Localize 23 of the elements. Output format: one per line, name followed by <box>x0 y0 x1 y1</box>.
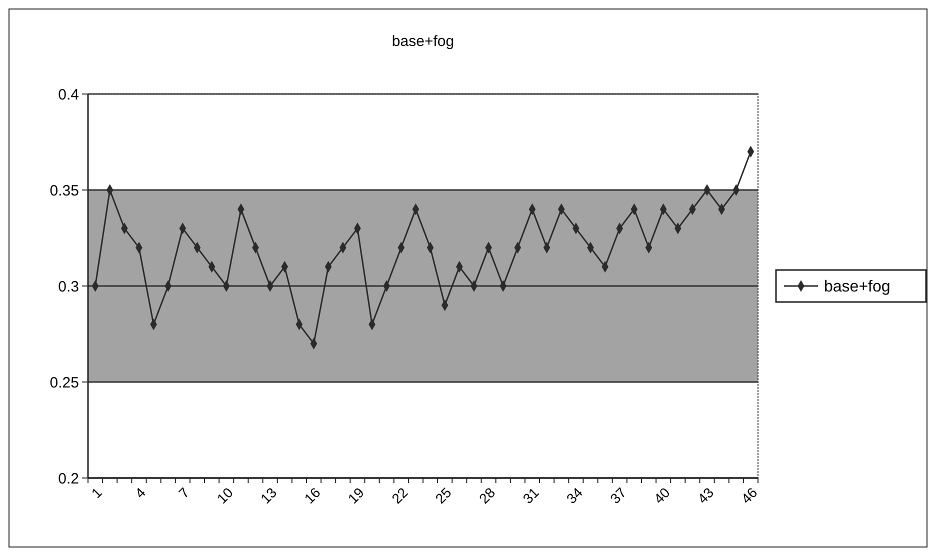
x-tick-label: 40 <box>650 484 674 507</box>
x-tick-label: 1 <box>88 484 106 502</box>
x-tick-label: 34 <box>563 484 586 507</box>
x-tick-label: 28 <box>476 484 498 507</box>
y-tick-label: 0.35 <box>50 182 79 200</box>
y-tick-label: 0.2 <box>58 470 79 488</box>
x-tick-label: 10 <box>214 484 236 507</box>
x-tick-label: 19 <box>344 484 368 507</box>
y-tick-label: 0.25 <box>50 374 79 392</box>
x-tick-label: 37 <box>606 484 630 507</box>
x-tick-label: 31 <box>519 484 542 507</box>
legend-label: base+fog <box>824 278 890 296</box>
x-tick-label: 43 <box>694 484 717 507</box>
y-tick-label: 0.4 <box>58 86 79 104</box>
x-tick-label: 46 <box>738 484 760 507</box>
x-tick-label: 4 <box>132 484 149 502</box>
x-tick-label: 22 <box>388 484 411 507</box>
chart-title: base+fog <box>392 33 454 50</box>
x-tick-label: 25 <box>432 484 455 507</box>
y-tick-label: 0.3 <box>58 278 79 296</box>
x-tick-label: 7 <box>175 484 192 502</box>
x-tick-label: 16 <box>301 484 324 507</box>
x-tick-label: 13 <box>257 484 280 507</box>
